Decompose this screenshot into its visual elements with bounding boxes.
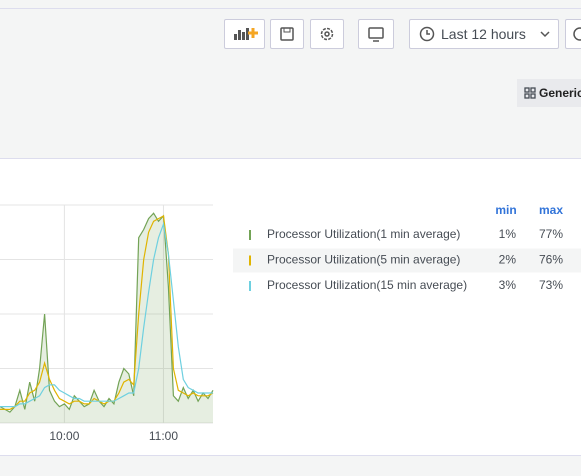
legend-stat: 73% <box>539 278 563 292</box>
save-button[interactable] <box>270 19 304 49</box>
legend-header: max <box>539 203 563 217</box>
x-tick-label: 10:00 <box>49 429 79 443</box>
legend-stat: 76% <box>539 253 563 267</box>
legend-header: min <box>495 203 516 217</box>
series-line <box>0 212 214 413</box>
legend-stat: 1% <box>499 227 517 241</box>
view-button[interactable]: Generic <box>517 79 581 107</box>
add-panel-button[interactable] <box>224 19 265 49</box>
legend-stat: 2% <box>499 253 517 267</box>
tv-icon <box>368 27 384 42</box>
tv-mode-button[interactable] <box>358 19 394 49</box>
x-tick-label: 11:00 <box>149 429 178 443</box>
save-icon <box>280 27 294 41</box>
legend-name: Processor Utilization(1 min average) <box>267 227 460 241</box>
time-picker[interactable]: Last 12 hours <box>409 19 559 49</box>
legend-row-highlight <box>233 248 581 273</box>
time-range: Last 12 hours <box>441 26 526 42</box>
legend-stat: 77% <box>539 227 563 241</box>
grid-icon <box>524 87 536 99</box>
legend-stat: 3% <box>499 278 517 292</box>
zoom-out-button[interactable] <box>565 19 581 49</box>
legend-name: Processor Utilization(5 min average) <box>267 253 460 267</box>
view-label: Generic <box>539 86 581 100</box>
series-line <box>0 214 214 410</box>
legend-name: Processor Utilization(15 min average) <box>267 278 467 292</box>
panel <box>0 158 581 456</box>
series-area <box>0 213 213 423</box>
caret <box>540 31 550 38</box>
add-panel-icon <box>234 28 258 40</box>
series-line <box>0 221 213 408</box>
settings-icon <box>320 27 334 41</box>
settings-button[interactable] <box>310 19 344 49</box>
top-border <box>0 8 581 9</box>
zoom-icon <box>573 27 581 41</box>
clock-icon <box>419 26 435 42</box>
